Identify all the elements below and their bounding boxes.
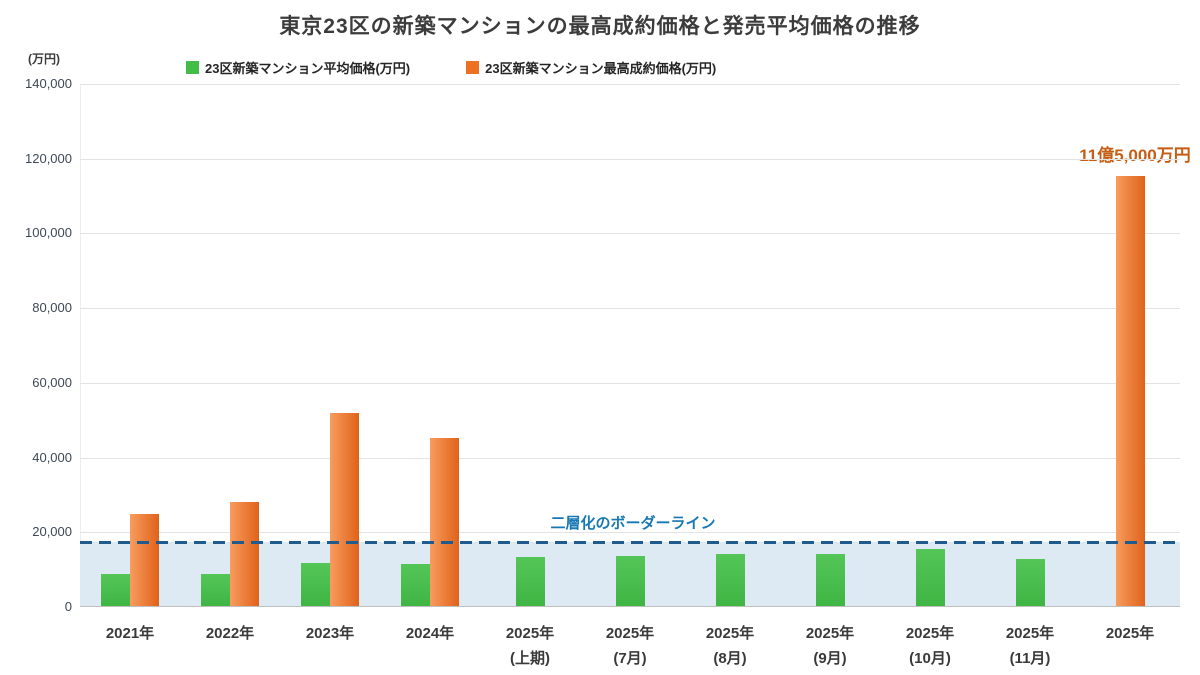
y-tick-label: 60,000 xyxy=(32,374,72,390)
x-tick-label: 2025年 (9月) xyxy=(805,625,855,667)
x-tick-label: 2025年 (11月) xyxy=(1005,625,1055,667)
x-tick-label: 2022年 xyxy=(205,625,255,642)
y-tick-label: 20,000 xyxy=(32,524,72,540)
bar-average-price xyxy=(715,554,745,606)
x-tick-label: 2025年 (10月) xyxy=(905,625,955,667)
bar-max-price xyxy=(1115,176,1145,606)
x-tick-label: 2025年 (上期) xyxy=(505,625,555,667)
gridline xyxy=(80,382,1180,384)
gridline xyxy=(80,84,1180,85)
gridline xyxy=(80,457,1180,459)
y-tick-label: 40,000 xyxy=(32,449,72,465)
x-tick-label: 2023年 xyxy=(305,625,355,642)
legend-item-max-price: 23区新築マンション最高成約価格(万円) xyxy=(466,58,716,77)
borderline-label: 二層化のボーダーライン xyxy=(550,515,716,532)
bar-average-price xyxy=(615,555,645,606)
y-tick-label: 100,000 xyxy=(25,225,72,241)
legend-swatch-orange xyxy=(466,61,480,74)
x-axis-line xyxy=(80,606,1180,607)
bar-max-price xyxy=(330,412,359,606)
y-tick-label: 120,000 xyxy=(25,150,72,166)
legend-swatch-green xyxy=(186,61,199,74)
bar-max-price xyxy=(230,502,259,606)
y-tick-label: 0 xyxy=(64,599,72,614)
bar-average-price xyxy=(815,554,845,606)
bar-average-price xyxy=(101,574,130,606)
gridline xyxy=(80,308,1180,310)
plot-area: 二層化のボーダーライン 11億5,000万円 0 20,000 40,000 60,0… xyxy=(25,76,1191,667)
borderline-dashed-line xyxy=(80,540,1180,544)
bar-average-price xyxy=(301,563,330,606)
x-tick-label: 2021年 xyxy=(105,625,155,642)
x-tick-label: 2025年 (7月) xyxy=(605,625,655,667)
bar-average-price xyxy=(1015,558,1045,606)
x-tick-label: 2025年 (8月) xyxy=(705,625,755,667)
y-tick-label: 80,000 xyxy=(32,300,72,316)
legend: 23区新築マンション平均価格(万円) 23区新築マンション最高成約価格(万円) xyxy=(186,58,716,77)
gridline xyxy=(80,532,1180,534)
legend-item-average-price: 23区新築マンション平均価格(万円) xyxy=(186,58,410,77)
max-price-annotation: 11億5,000万円 xyxy=(1079,146,1191,165)
y-tick-label: 140,000 xyxy=(25,76,72,91)
bar-average-price xyxy=(515,557,545,606)
bar-average-price xyxy=(401,564,430,606)
chart-title: 東京23区の新築マンションの最高成約価格と発売平均価格の推移 xyxy=(279,15,921,38)
y-axis-unit-label: (万円) xyxy=(28,52,60,66)
x-tick-label: 2025年 xyxy=(1105,625,1155,642)
gridline xyxy=(80,233,1180,235)
bar-average-price xyxy=(201,574,230,606)
bar-max-price xyxy=(130,514,159,606)
legend-label-average-price: 23区新築マンション平均価格(万円) xyxy=(205,61,411,76)
y-axis-line xyxy=(80,84,81,607)
bar-average-price xyxy=(915,548,945,606)
gridline xyxy=(80,158,1180,160)
bar-max-price xyxy=(430,437,459,606)
legend-label-max-price: 23区新築マンション最高成約価格(万円) xyxy=(485,61,717,76)
x-tick-label: 2024年 xyxy=(405,625,455,642)
